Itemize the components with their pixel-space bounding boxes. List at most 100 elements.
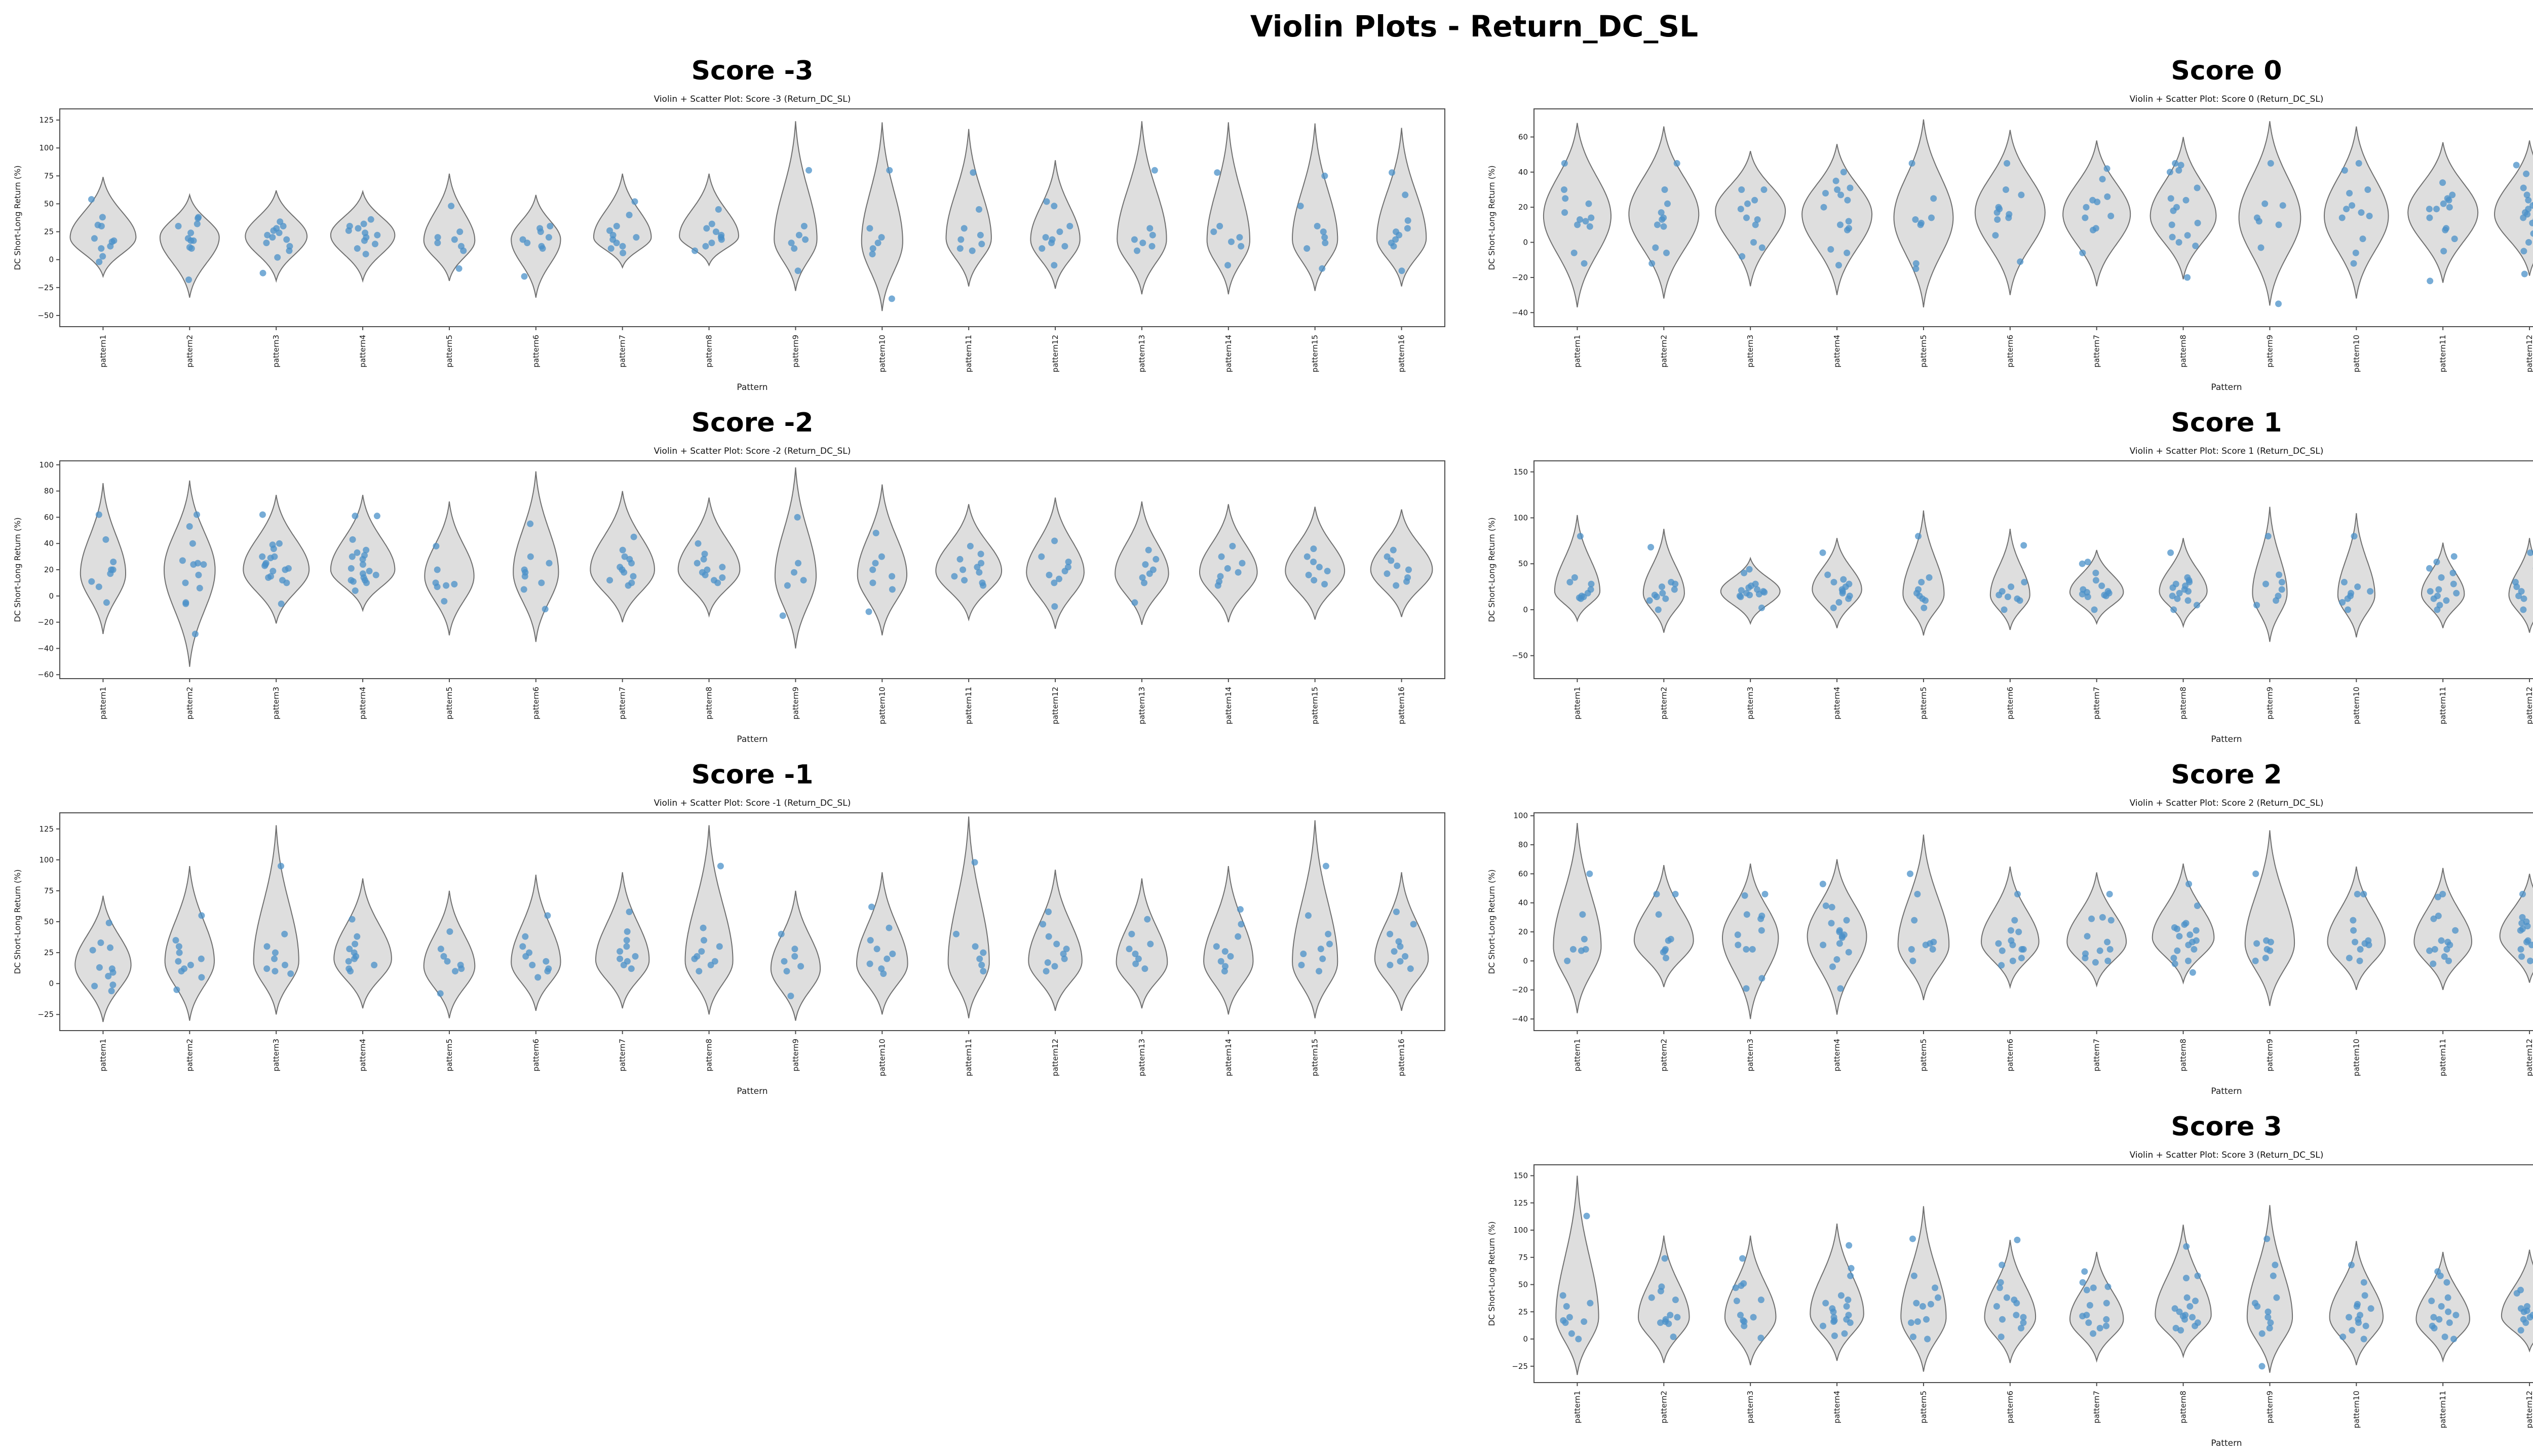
scatter-point <box>1568 1330 1575 1337</box>
scatter-point <box>1663 955 1669 961</box>
scatter-point <box>1738 594 1744 600</box>
scatter-point <box>2519 891 2526 897</box>
scatter-point <box>780 612 786 619</box>
scatter-point <box>1043 234 1049 241</box>
scatter-point <box>2099 914 2106 921</box>
scatter-point <box>631 534 637 540</box>
scatter-point <box>371 962 377 968</box>
scatter-point <box>1820 941 1826 948</box>
scatter-point <box>2275 300 2282 307</box>
scatter-point <box>1038 554 1045 560</box>
scatter-point <box>282 567 288 573</box>
scatter-point <box>366 568 373 574</box>
scatter-point <box>718 237 725 243</box>
scatter-point <box>1845 1296 1851 1303</box>
scatter-point <box>1303 245 1310 252</box>
x-tick-label: pattern7 <box>2092 1391 2101 1424</box>
scatter-point <box>1587 1300 1593 1307</box>
x-tick-label: pattern4 <box>1832 1039 1841 1072</box>
scatter-point <box>878 234 885 241</box>
scatter-point <box>795 267 801 274</box>
y-tick-label: −40 <box>1512 308 1528 317</box>
scatter-point <box>791 953 798 960</box>
scatter-point <box>1744 911 1750 918</box>
x-tick-label: pattern1 <box>98 687 107 720</box>
scatter-point <box>2194 602 2200 608</box>
scatter-point <box>1394 563 1400 569</box>
scatter-point <box>175 958 181 965</box>
scatter-point <box>2008 927 2014 934</box>
scatter-point <box>2021 579 2027 585</box>
scatter-point <box>1583 218 1589 224</box>
x-tick-label: pattern6 <box>531 687 541 720</box>
scatter-point <box>2346 1314 2352 1321</box>
scatter-point <box>866 608 872 615</box>
scatter-point <box>1579 911 1586 918</box>
x-tick-label: pattern6 <box>2006 687 2015 720</box>
scatter-point <box>1739 1255 1746 1262</box>
scatter-point <box>977 232 984 239</box>
scatter-point <box>438 946 444 952</box>
scatter-point <box>458 965 465 972</box>
scatter-point <box>198 956 205 962</box>
scatter-point <box>1833 178 1839 184</box>
scatter-point <box>1652 245 1659 251</box>
scatter-point <box>1750 1314 1757 1321</box>
scatter-point <box>980 582 986 589</box>
scatter-point <box>1134 248 1140 254</box>
scatter-point <box>1393 582 1399 589</box>
scatter-point <box>1751 197 1758 204</box>
scatter-point <box>2518 946 2524 953</box>
scatter-point <box>444 958 451 965</box>
scatter-point <box>1657 1319 1664 1326</box>
panel-subtitle: Violin + Scatter Plot: Score -3 (Return_… <box>654 94 851 104</box>
scatter-point <box>2017 597 2023 604</box>
scatter-point <box>2513 162 2520 169</box>
scatter-point <box>272 950 279 956</box>
x-tick-label: pattern7 <box>2092 1039 2101 1072</box>
scatter-point <box>2450 1336 2457 1343</box>
y-tick-label: −20 <box>1512 986 1528 995</box>
scatter-point <box>443 582 449 589</box>
x-tick-label: pattern13 <box>1137 1039 1146 1076</box>
x-axis-label: Pattern <box>2211 734 2242 744</box>
y-axis-label: DC Short-Long Return (%) <box>13 870 22 974</box>
scatter-point <box>1213 943 1220 950</box>
scatter-point <box>1144 916 1150 923</box>
scatter-point <box>1578 948 1585 954</box>
scatter-point <box>2017 258 2023 265</box>
scatter-point <box>1051 579 1057 586</box>
scatter-point <box>2186 1303 2193 1310</box>
scatter-point <box>368 216 374 223</box>
scatter-point <box>173 987 180 993</box>
scatter-point <box>176 943 182 950</box>
scatter-point <box>2087 1302 2093 1309</box>
x-tick-label: pattern5 <box>445 1039 454 1072</box>
scatter-point <box>1757 916 1764 922</box>
scatter-point <box>2341 579 2348 585</box>
scatter-point <box>1566 579 1573 585</box>
scatter-point <box>875 240 881 246</box>
scatter-point <box>173 937 179 943</box>
scatter-point <box>110 559 117 565</box>
scatter-point <box>2357 946 2364 953</box>
y-axis-label: DC Short-Long Return (%) <box>13 166 22 270</box>
scatter-point <box>189 540 196 547</box>
scatter-point <box>2435 894 2441 900</box>
scatter-point <box>2183 1275 2190 1281</box>
scatter-point <box>2433 206 2440 212</box>
scatter-point <box>1662 1255 1668 1262</box>
scatter-point <box>802 237 809 243</box>
scatter-point <box>1932 1284 1938 1291</box>
scatter-point <box>1571 250 1578 256</box>
scatter-point <box>976 206 982 213</box>
scatter-point <box>2082 215 2088 221</box>
y-axis-label: DC Short-Long Return (%) <box>13 518 22 622</box>
scatter-point <box>363 251 369 257</box>
scatter-point <box>2252 958 2259 964</box>
scatter-point <box>1914 891 1921 897</box>
x-tick-label: pattern10 <box>2352 1039 2361 1076</box>
x-tick-label: pattern12 <box>2525 335 2533 372</box>
scatter-point <box>628 965 635 972</box>
scatter-point <box>2520 606 2526 613</box>
